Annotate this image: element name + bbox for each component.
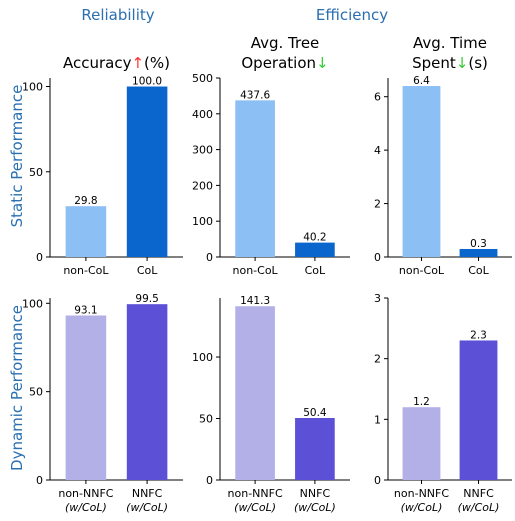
x-tick-label: NNFC <box>463 487 494 500</box>
bar-2 <box>459 248 498 257</box>
x-tick-label: NNFC <box>300 487 331 500</box>
chart-title-main: Operation <box>241 54 316 72</box>
chart-panel-2: 0 100 200 300 400 500 437.6 non-CoL 40.2 CoL Avg. … <box>192 34 350 277</box>
row-label-dynamic: Dynamic Performance <box>8 305 26 471</box>
x-tick-label: NNFC <box>132 487 163 500</box>
x-tick-label: CoL <box>137 264 158 277</box>
y-tick-label: 6 <box>374 91 381 104</box>
bar-value-label: 99.5 <box>135 293 158 305</box>
chart-panels: 05010029.8non-CoL100.0CoLAccuracy↑(%)010… <box>22 34 512 514</box>
bar-value-label: 100.0 <box>132 76 162 88</box>
chart-panel-3: 0 2 4 6 6.4 non-CoL 0.3 CoL Avg. Time Spent↓(s) <box>374 34 512 277</box>
y-tick-label: 50 <box>29 166 43 179</box>
bar-1 <box>235 306 275 480</box>
y-tick-label: 50 <box>29 386 43 399</box>
bar-2 <box>295 418 335 480</box>
y-tick-label: 0 <box>374 474 381 487</box>
bar-2 <box>459 340 498 480</box>
y-tick-label: 200 <box>192 179 213 192</box>
chart-title-arrow: ↓ <box>456 54 469 72</box>
chart-title: Accuracy↑(%) <box>63 54 170 72</box>
y-tick-label: 50 <box>199 413 213 426</box>
bar-2 <box>295 242 335 257</box>
y-tick-label: 4 <box>374 144 381 157</box>
chart-title-line1: Avg. Time <box>413 34 487 52</box>
x-tick-sublabel: (w/CoL) <box>234 501 276 514</box>
y-tick-label: 100 <box>192 351 213 364</box>
y-tick-label: 0 <box>206 251 213 264</box>
bar-value-label: 93.1 <box>74 304 97 316</box>
y-tick-label: 2 <box>374 353 381 366</box>
chart-panel-5: 050100141.3non-NNFC(w/CoL)50.4NNFC(w/CoL… <box>192 295 350 514</box>
y-tick-label: 400 <box>192 108 213 121</box>
x-tick-label: non-NNFC <box>228 487 283 500</box>
chart-title-line1: Avg. Tree <box>251 34 320 52</box>
bar-1 <box>65 315 107 480</box>
y-tick-label: 2 <box>374 198 381 211</box>
y-tick-label: 100 <box>22 81 43 94</box>
bar-1 <box>402 86 441 257</box>
x-tick-label: non-CoL <box>233 264 279 277</box>
chart-panel-1: 0 50 100 29.8 non-CoL 100.0 CoL Accuracy↑(%) <box>22 54 183 277</box>
row-label-static: Static Performance <box>8 85 26 228</box>
x-tick-label: non-CoL <box>63 264 109 277</box>
x-tick-sublabel: (w/CoL) <box>401 501 443 514</box>
y-tick-label: 1 <box>374 413 381 426</box>
x-tick-label: non-NNFC <box>394 487 449 500</box>
y-tick-label: 100 <box>192 215 213 228</box>
bar-1 <box>402 407 441 480</box>
bar-value-label: 6.4 <box>413 75 430 87</box>
chart-title-unit: (%) <box>144 54 170 72</box>
x-tick-sublabel: (w/CoL) <box>458 501 500 514</box>
bar-value-label: 2.3 <box>470 329 487 341</box>
bar-2 <box>126 86 168 258</box>
chart-title-arrow: ↓ <box>316 54 329 72</box>
chart-title-arrow: ↑ <box>131 54 144 72</box>
bar-value-label: 29.8 <box>74 195 97 207</box>
bar-value-label: 1.2 <box>413 396 430 408</box>
chart-title-unit: (s) <box>468 54 488 72</box>
x-tick-label: CoL <box>305 264 326 277</box>
y-tick-label: 0 <box>374 251 381 264</box>
y-tick-label: 0 <box>206 474 213 487</box>
x-tick-sublabel: (w/CoL) <box>65 501 107 514</box>
bar-2 <box>126 304 168 480</box>
chart-title-main: Accuracy <box>63 54 132 72</box>
y-tick-label: 300 <box>192 144 213 157</box>
x-tick-label: CoL <box>468 264 489 277</box>
x-tick-label: non-NNFC <box>58 487 113 500</box>
x-tick-label: non-CoL <box>399 264 445 277</box>
bar-1 <box>65 206 107 257</box>
bar-value-label: 437.6 <box>240 89 270 101</box>
chart-title: Operation↓ <box>241 54 328 72</box>
y-tick-label: 0 <box>36 474 43 487</box>
y-tick-label: 500 <box>192 72 213 85</box>
header-reliability: Reliability <box>81 6 154 24</box>
x-tick-sublabel: (w/CoL) <box>126 501 168 514</box>
bar-value-label: 0.3 <box>470 238 487 250</box>
header-efficiency: Efficiency <box>316 6 388 24</box>
bar-value-label: 50.4 <box>303 407 327 419</box>
bar-value-label: 40.2 <box>303 232 326 244</box>
chart-title-main: Spent <box>412 54 456 72</box>
y-tick-label: 3 <box>374 292 381 305</box>
bar-value-label: 141.3 <box>240 295 270 307</box>
y-tick-label: 100 <box>22 297 43 310</box>
bar-1 <box>235 100 275 257</box>
x-tick-sublabel: (w/CoL) <box>294 501 336 514</box>
y-tick-label: 0 <box>36 251 43 264</box>
chart-title: Spent↓(s) <box>412 54 488 72</box>
